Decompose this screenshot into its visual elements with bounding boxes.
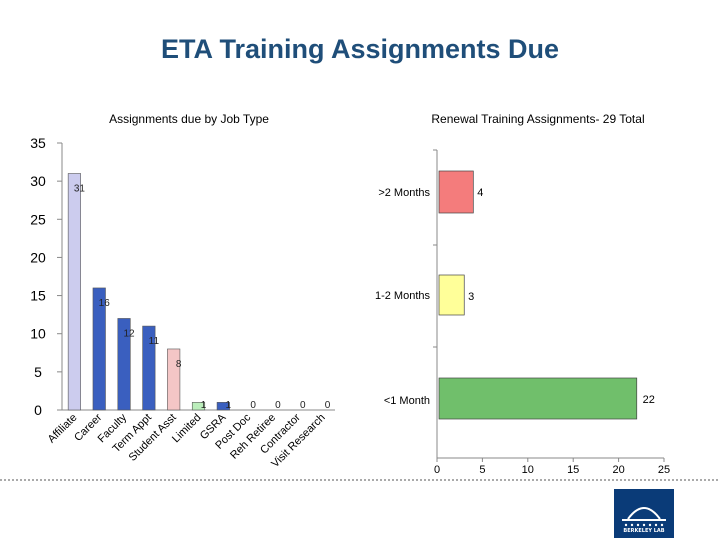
x-tick-label: 25 (658, 464, 670, 476)
bar-term-appt (142, 325, 156, 411)
renewal-axes: 0 5 10 15 20 25 (433, 149, 670, 476)
x-category-label: Affiliate (46, 412, 80, 446)
x-tick-label: 10 (522, 464, 534, 476)
y-tick-label: 25 (30, 211, 46, 227)
y-tick-label: 0 (34, 402, 42, 418)
bar-affiliate (67, 173, 81, 411)
y-tick-label: 10 (30, 326, 46, 342)
renewal-chart: Renewal Training Assignments- 29 Total 0… (375, 112, 670, 476)
bar-data-label: 31 (74, 184, 86, 195)
category-label: <1 Month (384, 395, 430, 407)
bar-data-label: 3 (468, 291, 474, 303)
bar-data-label: 0 (275, 400, 281, 411)
bar-data-label: 0 (300, 400, 306, 411)
job-type-chart-title: Assignments due by Job Type (109, 112, 269, 126)
bar-data-label: 12 (123, 328, 135, 339)
slide-title: ETA Training Assignments Due (160, 34, 560, 64)
y-tick-label: 5 (34, 364, 42, 380)
bar-data-label: 1 (201, 400, 207, 411)
bar-data-label: 0 (250, 400, 256, 411)
bar-over-2-months (438, 170, 474, 214)
berkeley-lab-emblem-icon (622, 507, 666, 527)
bar-under-1-month (438, 377, 638, 420)
x-tick-label: 5 (479, 464, 485, 476)
x-tick-label: 15 (567, 464, 579, 476)
x-tick-label: 20 (612, 464, 624, 476)
bar-gsra (216, 402, 230, 411)
berkeley-lab-logo: BERKELEY LAB (614, 489, 674, 538)
logo-text: BERKELEY LAB (623, 528, 665, 534)
bar-data-label: 1 (226, 400, 232, 411)
x-tick-label: 0 (434, 464, 440, 476)
bar-data-label: 4 (477, 187, 483, 199)
bar-limited (191, 402, 206, 411)
job-type-chart: Assignments due by Job Type 051015202530… (30, 112, 335, 470)
bar-data-label: 11 (149, 336, 160, 347)
category-label: >2 Months (378, 187, 430, 199)
category-label: 1-2 Months (375, 290, 431, 302)
bar-data-label: 16 (99, 298, 111, 309)
y-tick-label: 15 (30, 288, 46, 304)
y-tick-label: 35 (30, 135, 46, 151)
bar-data-label: 22 (643, 394, 655, 406)
bar-data-label: 8 (176, 359, 182, 370)
renewal-bars: >2 Months 4 1-2 Months 3 <1 Month 22 (375, 170, 655, 420)
bar-student-asst (167, 348, 181, 411)
y-tick-label: 20 (30, 249, 46, 265)
bar-1-2-months (438, 274, 465, 316)
bar-career (92, 287, 106, 411)
renewal-chart-title: Renewal Training Assignments- 29 Total (431, 112, 644, 126)
bar-faculty (117, 318, 131, 411)
y-tick-label: 30 (30, 173, 46, 189)
bar-data-label: 0 (325, 400, 331, 411)
